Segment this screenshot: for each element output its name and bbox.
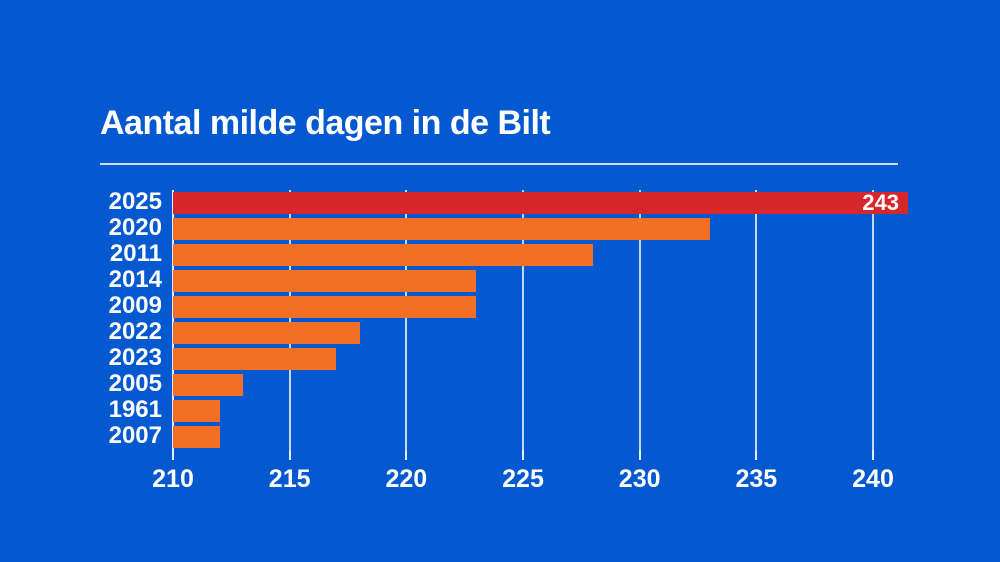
x-tick-label-225: 225 — [502, 465, 544, 493]
y-label-2025: 2025 — [108, 188, 162, 215]
plot-area: 243 — [172, 190, 908, 460]
gridline-240 — [872, 190, 874, 450]
tick-mark-235 — [755, 450, 758, 460]
y-label-2020: 2020 — [108, 214, 162, 241]
bar-2011 — [173, 244, 593, 266]
bar-1961 — [173, 400, 220, 422]
x-tick-label-240: 240 — [852, 465, 894, 493]
y-label-2005: 2005 — [108, 370, 162, 397]
gridline-215 — [288, 190, 291, 450]
bar-2014 — [173, 270, 477, 292]
tick-mark-240 — [872, 450, 874, 460]
y-label-1961: 1961 — [108, 396, 162, 423]
gridline-230 — [638, 190, 641, 450]
x-tick-label-215: 215 — [268, 465, 311, 493]
bar-2020 — [173, 218, 710, 240]
bar-2022 — [173, 322, 360, 344]
y-label-2014: 2014 — [108, 266, 162, 293]
gridline-220 — [405, 190, 408, 450]
tick-mark-230 — [638, 450, 641, 460]
y-label-2011: 2011 — [109, 240, 162, 267]
chart-title: Aantal milde dagen in de Bilt — [100, 104, 551, 142]
bar-2025: 243 — [173, 192, 908, 214]
x-tick-label-220: 220 — [385, 465, 428, 493]
x-tick-label-235: 235 — [735, 465, 778, 493]
bar-2005 — [173, 374, 243, 396]
title-divider — [100, 163, 898, 165]
tick-mark-225 — [522, 450, 524, 460]
y-label-2009: 2009 — [108, 292, 162, 319]
x-tick-label-230: 230 — [618, 465, 661, 493]
tick-mark-220 — [405, 450, 408, 460]
gridline-225 — [522, 190, 524, 450]
y-label-2022: 2022 — [108, 318, 162, 345]
bar-2009 — [173, 296, 477, 318]
x-tick-label-210: 210 — [152, 465, 194, 493]
y-label-2023: 2023 — [108, 344, 162, 371]
y-label-2007: 2007 — [108, 422, 162, 449]
bar-value-label: 243 — [862, 190, 899, 215]
bar-2007 — [173, 426, 220, 448]
gridline-235 — [755, 190, 758, 450]
tick-mark-215 — [288, 450, 291, 460]
bar-2023 — [173, 348, 337, 370]
